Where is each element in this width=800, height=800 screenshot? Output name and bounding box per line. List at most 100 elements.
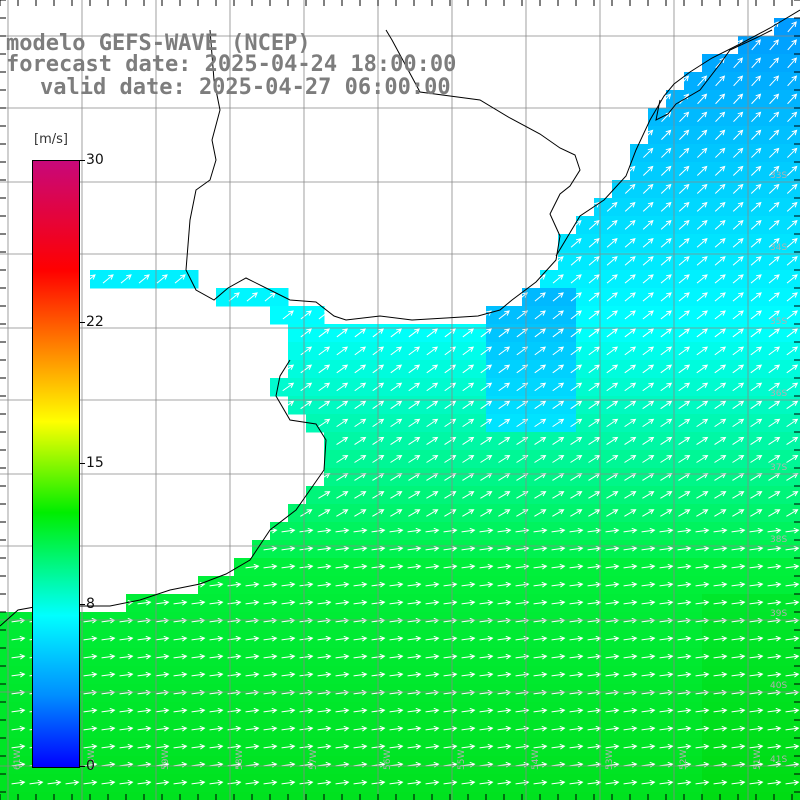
wind-cell (432, 738, 451, 757)
colorbar-tick (79, 321, 85, 323)
wind-cell (738, 180, 757, 199)
wind-arrow (408, 400, 421, 410)
wind-cell (594, 522, 613, 541)
wind-arrow (498, 400, 511, 410)
wind-cell (630, 468, 649, 487)
wind-cell (468, 468, 487, 487)
wind-arrow (624, 454, 637, 463)
wind-cell (288, 684, 307, 703)
wind-cell (684, 180, 703, 199)
wind-arrow (641, 671, 656, 678)
wind-arrow (461, 779, 476, 786)
wind-cell (522, 684, 541, 703)
wind-cell (396, 378, 415, 397)
wind-cell (180, 702, 199, 721)
wind-arrow (119, 743, 134, 750)
wind-cell (432, 378, 451, 397)
wind-cell (288, 540, 307, 559)
wind-arrow (318, 382, 331, 392)
wind-cell (792, 162, 800, 181)
wind-arrow (209, 671, 224, 678)
wind-arrow (570, 436, 583, 445)
title-model: modelo GEFS-WAVE (NCEP) (6, 31, 311, 56)
wind-arrow (353, 563, 368, 570)
wind-arrow (715, 129, 726, 140)
wind-arrow (353, 779, 368, 786)
wind-cell (486, 468, 505, 487)
wind-cell (684, 612, 703, 631)
wind-cell (792, 612, 800, 631)
wind-cell (666, 540, 685, 559)
wind-cell (738, 558, 757, 577)
wind-cell (234, 720, 253, 739)
wind-cell (414, 540, 433, 559)
wind-cell (648, 126, 667, 145)
wind-cell (666, 414, 685, 433)
wind-arrow (318, 491, 331, 499)
wind-arrow (714, 165, 726, 176)
wind-arrow (713, 779, 728, 786)
wind-cell (540, 774, 559, 793)
wind-arrow (606, 256, 618, 266)
wind-arrow (732, 454, 745, 463)
wind-cell (414, 630, 433, 649)
wind-arrow (606, 346, 619, 356)
wind-cell (378, 414, 397, 433)
wind-cell (702, 378, 721, 397)
wind-arrow (678, 238, 690, 248)
wind-arrow (191, 707, 206, 714)
wind-cell (360, 630, 379, 649)
wind-arrow (750, 201, 762, 212)
wind-arrow (605, 653, 620, 660)
wind-arrow (551, 581, 566, 588)
wind-cell (342, 378, 361, 397)
wind-arrow (623, 635, 638, 642)
wind-arrow (335, 653, 350, 660)
wind-cell (378, 396, 397, 415)
wind-arrow (677, 725, 692, 732)
wind-arrow (569, 707, 584, 714)
wind-cell (684, 594, 703, 613)
wind-cell (630, 198, 649, 217)
wind-arrow (642, 382, 655, 392)
wind-arrow (534, 310, 546, 320)
wind-cell (576, 612, 595, 631)
wind-cell (468, 558, 487, 577)
wind-arrow (480, 491, 493, 499)
wind-cell (612, 648, 631, 667)
wind-cell (774, 792, 793, 800)
wind-cell (396, 594, 415, 613)
wind-cell (720, 414, 739, 433)
wind-cell (684, 486, 703, 505)
wind-cell (792, 18, 800, 37)
wind-arrow (768, 201, 780, 212)
wind-cell (342, 756, 361, 775)
wind-cell (432, 630, 451, 649)
wind-cell (360, 612, 379, 631)
wind-cell (666, 630, 685, 649)
wind-arrow (317, 599, 332, 606)
wind-cell (360, 774, 379, 793)
wind-cell (522, 360, 541, 379)
wind-arrow (570, 328, 582, 338)
wind-cell (468, 774, 487, 793)
wind-cell (342, 414, 361, 433)
wind-cell (162, 594, 181, 613)
wind-arrow (408, 436, 421, 445)
wind-cell (702, 162, 721, 181)
wind-arrow (245, 671, 260, 678)
wind-cell (630, 558, 649, 577)
wind-arrow (551, 725, 566, 732)
wind-arrow (462, 436, 475, 445)
wind-arrow (425, 653, 440, 660)
wind-cell (486, 396, 505, 415)
wind-cell (612, 774, 631, 793)
wind-cell (702, 126, 721, 145)
wind-arrow (785, 563, 800, 570)
wind-cell (342, 612, 361, 631)
wind-cell (738, 90, 757, 109)
wind-cell (360, 684, 379, 703)
wind-arrow (299, 707, 314, 714)
wind-arrow (335, 671, 350, 678)
wind-cell (702, 702, 721, 721)
